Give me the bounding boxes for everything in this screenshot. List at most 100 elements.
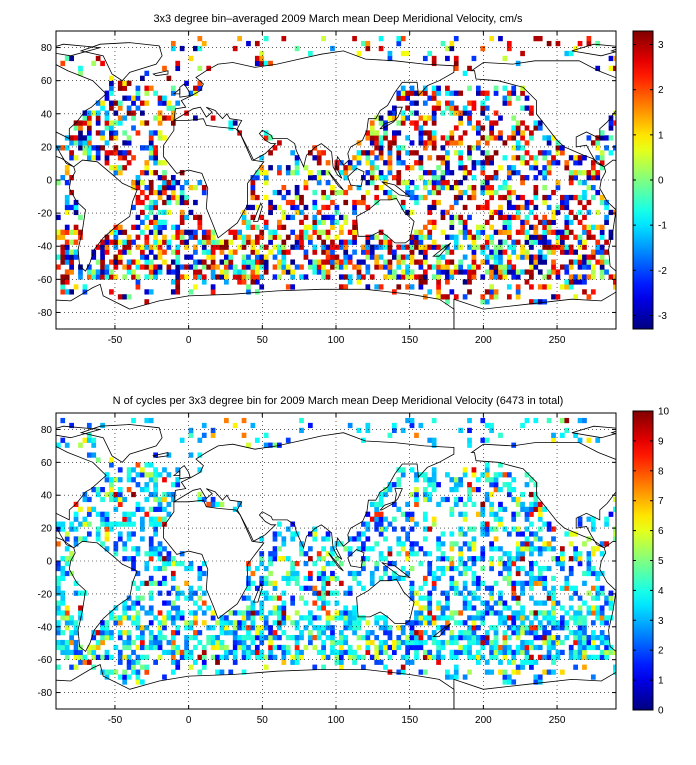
data-bin xyxy=(613,669,616,675)
data-bin xyxy=(542,199,548,206)
data-bin xyxy=(515,95,521,101)
data-bin xyxy=(476,477,481,483)
data-bin xyxy=(122,294,128,300)
data-bin xyxy=(573,531,578,537)
data-bin xyxy=(175,595,181,601)
data-bin xyxy=(436,279,441,285)
data-bin xyxy=(312,199,318,206)
data-bin xyxy=(365,249,371,255)
data-bin xyxy=(78,536,83,542)
data-bin xyxy=(131,110,136,116)
data-bin xyxy=(356,279,362,285)
data-bin xyxy=(445,565,450,572)
data-bin xyxy=(184,595,189,601)
data-bin xyxy=(511,620,517,626)
data-bin xyxy=(361,565,366,572)
data-bin xyxy=(524,659,530,665)
data-bin xyxy=(506,199,512,206)
data-bin xyxy=(374,635,380,641)
data-bin xyxy=(445,294,450,300)
data-bin xyxy=(64,556,70,562)
data-bin xyxy=(378,184,384,191)
data-bin xyxy=(126,639,132,646)
data-bin xyxy=(56,521,61,527)
data-bin xyxy=(153,274,158,280)
data-bin xyxy=(113,224,119,230)
data-bin xyxy=(480,45,486,52)
data-bin xyxy=(586,259,592,265)
data-bin xyxy=(520,50,525,57)
data-bin xyxy=(493,85,499,91)
data-bin xyxy=(560,565,565,572)
data-bin xyxy=(582,224,587,230)
data-bin xyxy=(476,610,481,616)
data-bin xyxy=(440,184,446,191)
data-bin xyxy=(445,620,450,626)
data-bin xyxy=(272,654,278,660)
data-bin xyxy=(502,249,508,255)
data-bin xyxy=(467,649,472,656)
data-bin xyxy=(122,639,128,646)
chart-title: 3x3 degree bin–averaged 2009 March mean … xyxy=(153,13,523,25)
data-bin xyxy=(365,170,371,176)
data-bin xyxy=(277,274,282,280)
data-bin xyxy=(64,55,70,62)
data-bin xyxy=(148,135,154,141)
data-bin xyxy=(374,234,380,240)
data-bin xyxy=(604,204,609,211)
data-bin xyxy=(396,639,402,646)
data-bin xyxy=(338,639,344,646)
data-bin xyxy=(303,575,309,582)
data-bin xyxy=(524,654,530,660)
data-bin xyxy=(467,590,472,596)
data-bin xyxy=(409,580,415,586)
coastline xyxy=(328,552,344,572)
data-bin xyxy=(427,605,433,611)
data-bin xyxy=(489,625,494,631)
data-bin xyxy=(316,175,322,181)
data-bin xyxy=(144,482,150,488)
data-bin xyxy=(422,259,428,265)
data-bin xyxy=(334,654,340,660)
data-bin xyxy=(471,100,477,106)
data-bin xyxy=(515,170,521,176)
data-bin xyxy=(64,244,70,250)
data-bin xyxy=(560,244,565,250)
data-bin xyxy=(414,90,419,96)
data-bin xyxy=(122,249,128,255)
data-bin xyxy=(259,605,265,611)
data-bin xyxy=(312,204,318,211)
data-bin xyxy=(449,219,455,225)
data-bin xyxy=(418,644,424,651)
data-bin xyxy=(268,204,273,211)
data-bin xyxy=(537,546,543,552)
data-bin xyxy=(56,620,61,626)
data-bin xyxy=(590,565,596,572)
data-bin xyxy=(400,244,406,250)
data-bin xyxy=(175,60,181,67)
data-bin xyxy=(330,259,335,265)
data-bin xyxy=(109,669,114,675)
data-bin xyxy=(241,279,247,285)
data-bin xyxy=(502,274,508,280)
data-bin xyxy=(506,170,512,176)
data-bin xyxy=(383,244,388,250)
data-bin xyxy=(484,289,490,295)
data-bin xyxy=(228,630,234,636)
data-bin xyxy=(153,145,158,151)
data-bin xyxy=(369,175,375,181)
data-bin xyxy=(608,55,614,62)
data-bin xyxy=(568,630,574,636)
data-bin xyxy=(590,610,596,616)
data-bin xyxy=(312,269,318,275)
data-bin xyxy=(140,644,145,651)
data-bin xyxy=(577,630,583,636)
data-bin xyxy=(453,501,459,508)
data-bin xyxy=(414,521,419,527)
data-bin xyxy=(462,649,468,656)
data-bin xyxy=(568,570,574,577)
data-bin xyxy=(493,264,499,270)
data-bin xyxy=(281,259,287,265)
data-bin xyxy=(285,649,291,656)
data-bin xyxy=(449,565,455,572)
